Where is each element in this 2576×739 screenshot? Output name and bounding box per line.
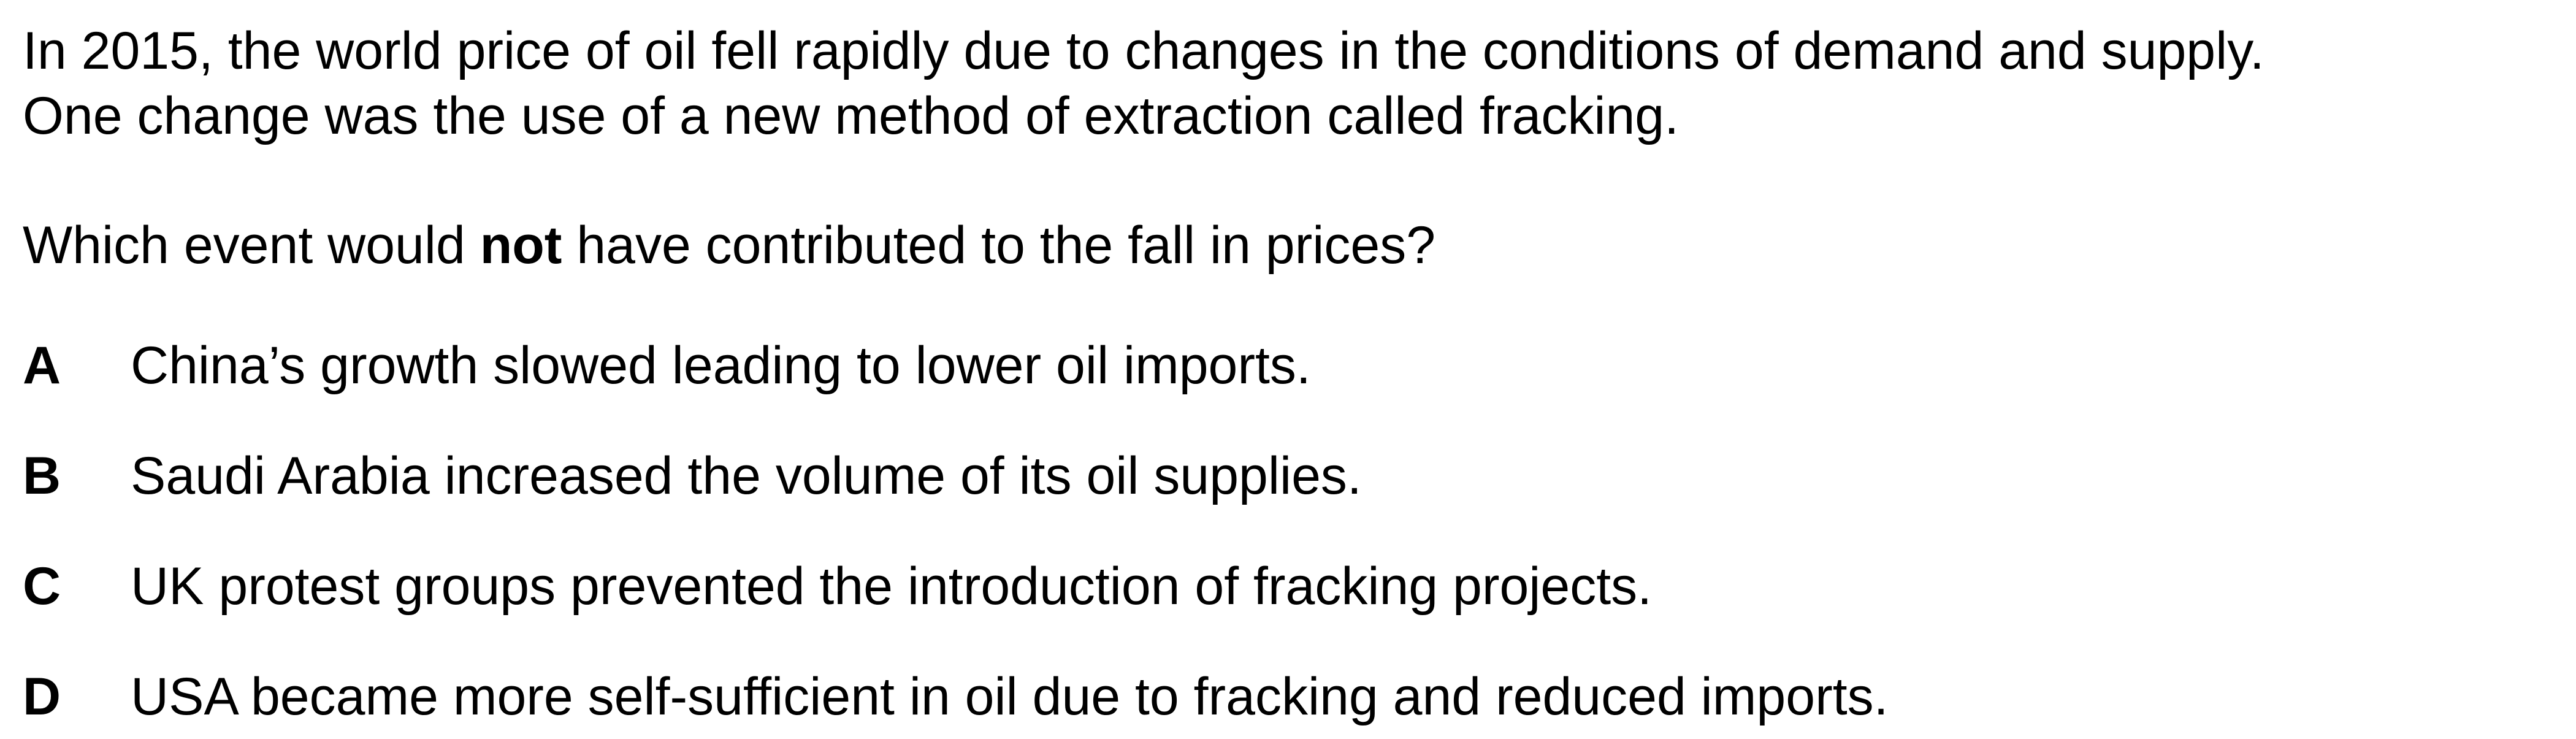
question-stem-emphasis: not	[480, 216, 562, 275]
option-text: UK protest groups prevented the introduc…	[131, 557, 1653, 616]
question-stem-after: have contributed to the fall in prices?	[562, 216, 1436, 275]
passage-line-1: In 2015, the world price of oil fell rap…	[23, 21, 2265, 80]
option-text: USA became more self-sufficient in oil d…	[131, 667, 1889, 726]
passage-line-2: One change was the use of a new method o…	[23, 86, 1680, 145]
option-letter: D	[23, 667, 61, 726]
option-letter: A	[23, 336, 61, 395]
option-letter: C	[23, 557, 61, 616]
option-text: China’s growth slowed leading to lower o…	[131, 336, 1311, 395]
question-stem: Which event would not have contributed t…	[23, 219, 1435, 272]
question-stem-before: Which event would	[23, 216, 480, 275]
option-text: Saudi Arabia increased the volume of its…	[131, 446, 1362, 505]
option-letter: B	[23, 446, 61, 505]
